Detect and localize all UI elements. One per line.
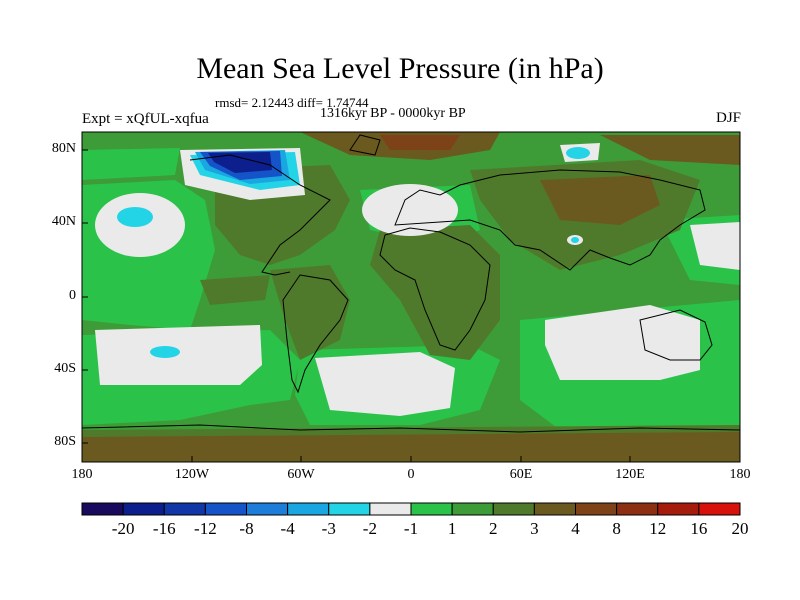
colorbar-swatch: [246, 502, 289, 516]
colorbar-swatch: [698, 502, 741, 516]
coast-eurasia: [394, 169, 706, 271]
field-npole-4to8: [600, 135, 740, 165]
lon-ticks: [81, 456, 741, 462]
field-wpacific-near-zero: [690, 222, 740, 270]
period-label: 1316kyr BP - 0000kyr BP: [320, 106, 466, 121]
field-natlantic-near-zero: [362, 184, 458, 236]
coast-australia: [639, 309, 713, 361]
colorbar-tick-label: 2: [489, 519, 498, 538]
colorbar-swatch: [369, 502, 412, 516]
field-npacific-negative: [117, 207, 153, 227]
colorbar-tick-label: 20: [731, 519, 749, 538]
field-epacific-3to4: [200, 275, 270, 305]
colorbar-swatch: [492, 502, 535, 516]
colorbar-tick-label: 1: [447, 519, 457, 538]
field-siberia-4to8: [540, 175, 660, 225]
colorbar-tick-label: -3: [321, 519, 336, 538]
colorbar-tick-label: 4: [571, 519, 580, 538]
coast-south-america: [282, 274, 349, 394]
coast-antarctica: [82, 424, 740, 433]
season-label: DJF: [715, 110, 741, 126]
colorbar-swatch: [533, 502, 576, 516]
colorbar-tick-label: -8: [239, 519, 254, 538]
coastlines: [82, 134, 740, 433]
field-tibet-negative: [571, 237, 579, 243]
field-arctic-1to2: [82, 148, 180, 180]
colorbar-swatch: [657, 502, 700, 516]
colorbar-swatch: [122, 502, 165, 516]
colorbar-swatch: [81, 502, 124, 516]
coast-greenland: [349, 134, 381, 156]
map-field: [82, 132, 740, 462]
lon-label: 0: [407, 467, 415, 482]
lat-ticks: [82, 149, 88, 444]
field-samerica-3to4: [270, 265, 350, 360]
lon-label: 120W: [174, 467, 210, 482]
lon-label: 120E: [615, 467, 645, 482]
colorbar: [81, 502, 741, 516]
colorbar-swatch: [451, 502, 494, 516]
chart-title: Mean Sea Level Pressure (in hPa): [196, 52, 604, 85]
lat-label: 80N: [51, 141, 76, 156]
colorbar-tick-label: -2: [362, 519, 377, 538]
lat-label: 40N: [51, 214, 76, 229]
colorbar-tick-label: 12: [649, 519, 667, 538]
colorbar-tick-label: 16: [690, 519, 708, 538]
rmsd-diff-stats: rmsd= 2.12443 diff= 1.74744: [215, 95, 369, 110]
colorbar-tick-label: -1: [403, 519, 419, 538]
field-spacific-near-zero: [95, 325, 262, 385]
field-satlantic-near-zero: [315, 352, 455, 416]
colorbar-tick-label: -4: [280, 519, 295, 538]
lon-label: 180: [71, 467, 93, 482]
lon-label: 60W: [287, 467, 315, 482]
colorbar-swatch: [287, 502, 330, 516]
field-spacific-negative: [150, 346, 180, 358]
field-arctic-8to12: [380, 135, 460, 150]
colorbar-swatch: [410, 502, 453, 516]
lon-label: 60E: [509, 467, 533, 482]
colorbar-tick-label: -20: [111, 519, 135, 538]
coast-north-america: [189, 154, 331, 276]
experiment-label: Expt = xQfUL-xqfua: [82, 111, 209, 127]
colorbar-swatch: [575, 502, 618, 516]
colorbar-swatch: [204, 502, 247, 516]
field-africa-3to4: [370, 225, 500, 360]
colorbar-tick-label: -16: [152, 519, 176, 538]
lat-label: 0: [69, 288, 76, 303]
colorbar-tick-label: 3: [530, 519, 539, 538]
field-indian-near-zero: [545, 305, 700, 380]
lat-label: 80S: [54, 434, 76, 449]
lon-label: 180: [729, 467, 751, 482]
colorbar-swatch: [163, 502, 206, 516]
colorbar-tick-label: 8: [612, 519, 621, 538]
colorbar-swatch: [328, 502, 371, 516]
lat-label: 40S: [54, 361, 76, 376]
field-canada-minus16: [208, 152, 272, 173]
field-arctic-negative: [566, 147, 590, 159]
coast-africa: [379, 227, 491, 351]
field-antarctic-interior-4to8: [82, 432, 740, 462]
colorbar-tick-label: -12: [194, 519, 217, 538]
colorbar-swatch: [616, 502, 659, 516]
